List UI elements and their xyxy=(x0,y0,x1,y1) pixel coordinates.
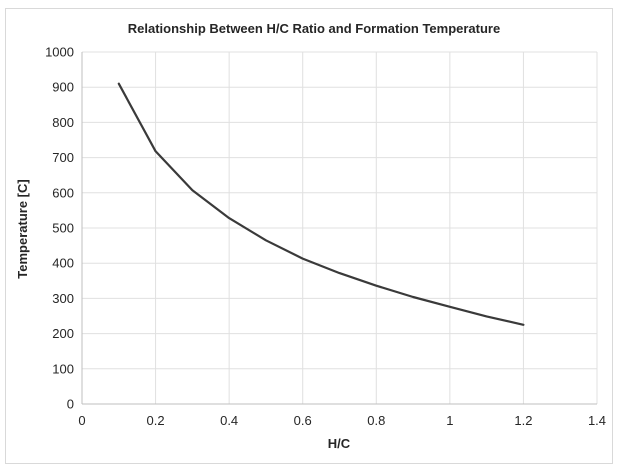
x-axis-title: H/C xyxy=(328,436,351,451)
y-tick-label: 300 xyxy=(52,291,74,306)
y-tick-label: 400 xyxy=(52,256,74,271)
chart-title: Relationship Between H/C Ratio and Forma… xyxy=(128,21,500,36)
chart-frame xyxy=(5,8,613,464)
x-tick-label: 0.8 xyxy=(367,413,385,428)
x-tick-label: 0.6 xyxy=(294,413,312,428)
x-tick-label: 0 xyxy=(78,413,85,428)
y-tick-label: 200 xyxy=(52,326,74,341)
x-tick-label: 0.4 xyxy=(220,413,238,428)
x-tick-label: 1.4 xyxy=(588,413,606,428)
y-tick-label: 700 xyxy=(52,150,74,165)
x-tick-label: 1.2 xyxy=(514,413,532,428)
y-tick-label: 800 xyxy=(52,115,74,130)
tick-labels: 0 100 200 300 400 500 600 700 800 900 1000 0 0.2 0.4 0… xyxy=(45,45,606,429)
grid xyxy=(82,51,598,404)
y-tick-label: 100 xyxy=(52,361,74,376)
y-axis-title: Temperature [C] xyxy=(15,179,30,278)
y-tick-label: 600 xyxy=(52,185,74,200)
series-line xyxy=(117,82,525,326)
series xyxy=(117,82,525,326)
y-tick-label: 500 xyxy=(52,221,74,236)
y-tick-label: 900 xyxy=(52,80,74,95)
y-tick-label: 1000 xyxy=(45,45,74,60)
x-tick-label: 0.2 xyxy=(147,413,165,428)
axes xyxy=(81,52,597,405)
y-tick-label: 0 xyxy=(67,397,74,412)
x-tick-label: 1 xyxy=(446,413,453,428)
